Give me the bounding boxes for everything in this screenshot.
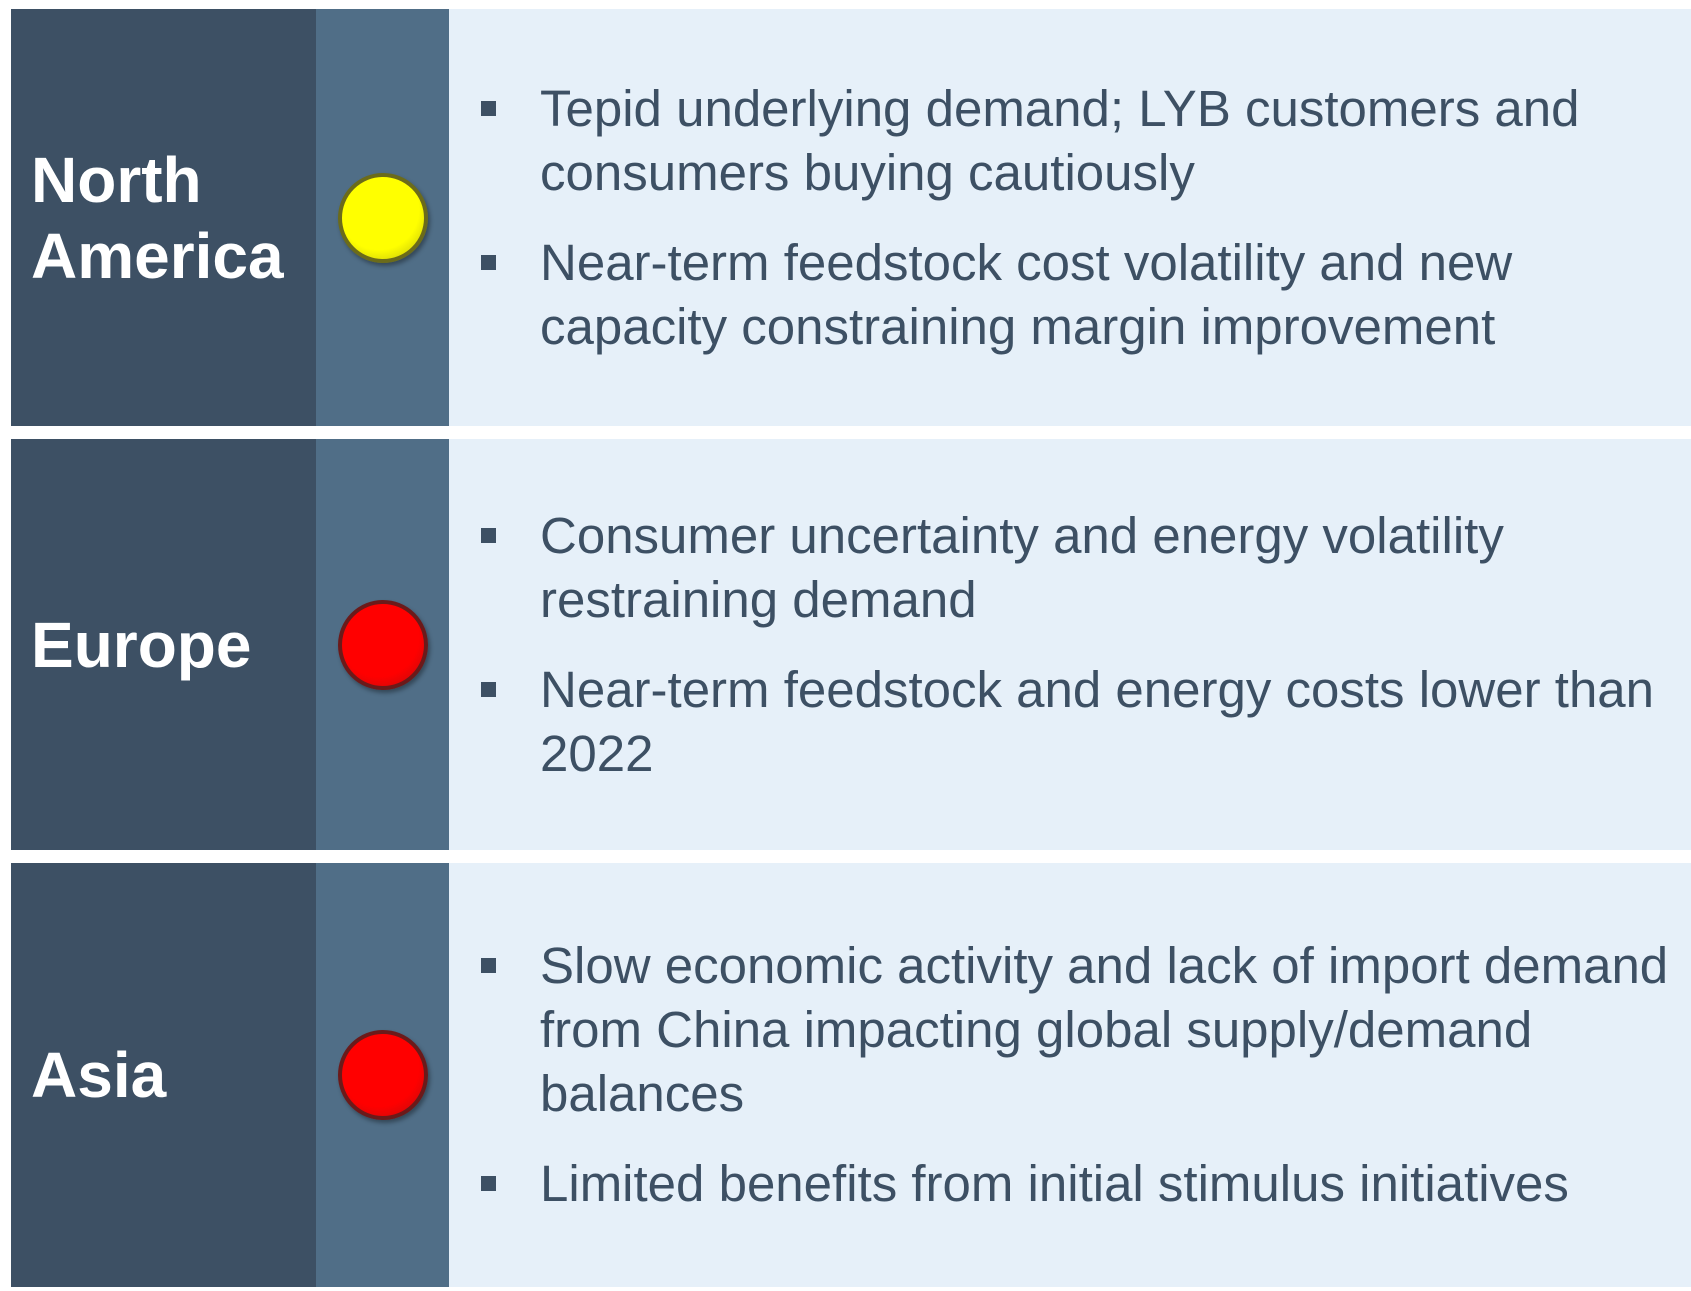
region-row: North America Tepid underlying demand; LY… bbox=[11, 9, 1691, 426]
bullet-list: Consumer uncertainty and energy volatili… bbox=[449, 439, 1691, 850]
bullet-marker bbox=[479, 1152, 540, 1216]
bullet-marker bbox=[479, 934, 540, 1126]
bullet-text: Limited benefits from initial stimulus i… bbox=[540, 1155, 1569, 1212]
status-cell bbox=[316, 439, 449, 850]
status-cell bbox=[316, 9, 449, 426]
bullet-text: Near-term feedstock and energy costs low… bbox=[540, 660, 1655, 782]
bullet-item: Slow economic activity and lack of impor… bbox=[479, 934, 1691, 1126]
bullet-item: Near-term feedstock cost volatility and … bbox=[479, 231, 1691, 359]
region-label: Asia bbox=[11, 863, 316, 1287]
status-indicator bbox=[337, 1030, 428, 1120]
status-indicator bbox=[337, 172, 428, 263]
status-indicator bbox=[337, 599, 428, 690]
bullet-text: Near-term feedstock cost volatility and … bbox=[540, 233, 1513, 355]
bullet-marker bbox=[479, 658, 540, 786]
bullet-marker bbox=[479, 504, 540, 632]
bullet-text: Slow economic activity and lack of impor… bbox=[540, 937, 1669, 1122]
bullet-item: Consumer uncertainty and energy volatili… bbox=[479, 504, 1691, 632]
region-row: Europe Consumer uncertainty and energy vo… bbox=[11, 439, 1691, 850]
bullet-marker bbox=[479, 231, 540, 359]
region-label: North America bbox=[11, 9, 316, 426]
bullet-marker bbox=[479, 77, 540, 205]
bullet-list: Slow economic activity and lack of impor… bbox=[449, 863, 1691, 1287]
region-label: Europe bbox=[11, 439, 316, 850]
bullet-text: Consumer uncertainty and energy volatili… bbox=[540, 506, 1504, 628]
region-row: Asia Slow economic activity and lack of i… bbox=[11, 863, 1691, 1287]
bullet-text: Tepid underlying demand; LYB customers a… bbox=[540, 79, 1580, 201]
bullet-item: Limited benefits from initial stimulus i… bbox=[479, 1152, 1691, 1216]
bullet-item: Tepid underlying demand; LYB customers a… bbox=[479, 77, 1691, 205]
status-cell bbox=[316, 863, 449, 1287]
bullet-list: Tepid underlying demand; LYB customers a… bbox=[449, 9, 1691, 426]
bullet-item: Near-term feedstock and energy costs low… bbox=[479, 658, 1691, 786]
